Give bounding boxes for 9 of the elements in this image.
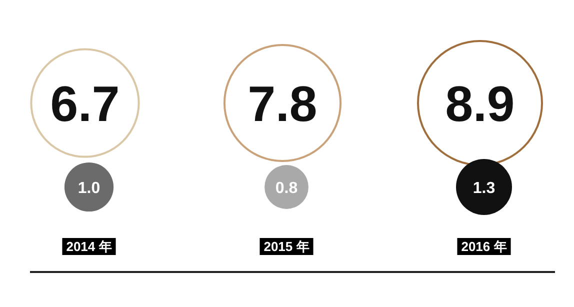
category-label: 2016 年: [461, 239, 507, 254]
data-label: 0.8: [275, 180, 298, 197]
category-label: 2015 年: [264, 239, 310, 254]
category-label: 2014 年: [66, 239, 112, 254]
data-label: 7.8: [248, 76, 318, 132]
data-label: 1.3: [472, 180, 496, 197]
data-label: 1.0: [78, 180, 100, 197]
data-label: 8.9: [445, 76, 515, 132]
data-label: 6.7: [50, 76, 120, 132]
